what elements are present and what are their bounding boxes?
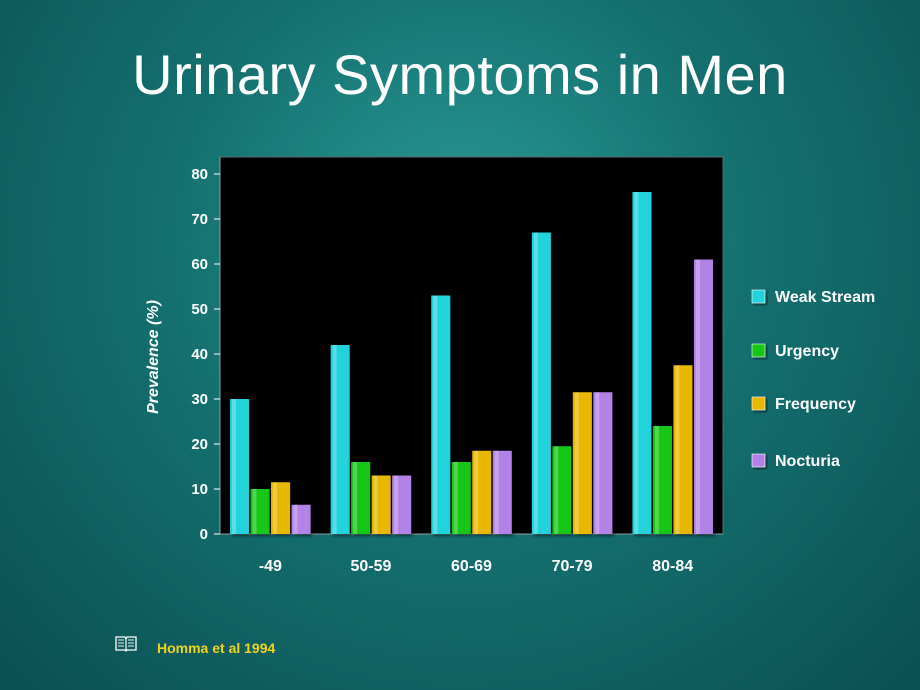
slide-title: Urinary Symptoms in Men — [132, 43, 788, 106]
y-tick-label: 20 — [191, 436, 208, 453]
bar-weak-stream--49 — [230, 399, 250, 534]
x-tick-label: 60-69 — [451, 558, 492, 575]
bar-series — [230, 192, 713, 534]
x-tick-label: 50-59 — [350, 558, 391, 575]
legend-swatch — [751, 396, 766, 411]
y-axis-ticks: 0 10 20 30 40 50 60 70 80 — [191, 166, 220, 543]
bar-nocturia-50-59 — [392, 475, 412, 534]
bar-highlight — [675, 365, 680, 534]
y-tick-label: 50 — [191, 301, 208, 318]
bar-weak-stream-50-59 — [330, 345, 350, 534]
bar-highlight — [574, 392, 579, 534]
source-citation: Homma et al 1994 — [157, 640, 276, 656]
y-tick-label: 80 — [191, 166, 208, 183]
y-tick-label: 10 — [191, 481, 208, 498]
bar-weak-stream-70-79 — [531, 232, 551, 534]
bar-frequency-60-69 — [472, 450, 492, 534]
bar-urgency-80-84 — [652, 426, 672, 534]
legend-swatch — [751, 343, 766, 358]
bar-nocturia-70-79 — [593, 392, 613, 534]
bar-highlight — [433, 295, 438, 534]
y-tick-label: 60 — [191, 256, 208, 273]
legend-swatch — [751, 289, 766, 304]
x-tick-label: 80-84 — [652, 558, 693, 575]
bar-highlight — [634, 192, 639, 534]
bar-weak-stream-60-69 — [431, 295, 451, 534]
x-tick-label: 70-79 — [552, 558, 593, 575]
bar-urgency-70-79 — [552, 446, 572, 534]
bar-highlight — [554, 446, 559, 534]
legend-label: Frequency — [775, 396, 856, 413]
bar-highlight — [595, 392, 600, 534]
x-tick-label: -49 — [259, 558, 282, 575]
bar-urgency-50-59 — [351, 462, 371, 534]
legend-label: Weak Stream — [775, 289, 875, 306]
y-tick-label: 40 — [191, 346, 208, 363]
bar-highlight — [654, 426, 659, 534]
y-axis-label: Prevalence (%) — [145, 300, 162, 414]
bar-nocturia-60-69 — [492, 450, 512, 534]
book-icon — [114, 634, 138, 652]
bar-highlight — [353, 462, 358, 534]
bar-urgency--49 — [250, 489, 270, 534]
bar-highlight — [252, 489, 257, 534]
bar-weak-stream-80-84 — [632, 192, 652, 534]
y-tick-label: 30 — [191, 391, 208, 408]
bar-highlight — [332, 345, 337, 534]
bar-nocturia-80-84 — [693, 259, 713, 534]
bar-frequency--49 — [271, 482, 291, 534]
bar-highlight — [533, 232, 538, 534]
legend-label: Urgency — [775, 343, 839, 360]
bar-highlight — [394, 475, 399, 534]
bar-highlight — [474, 450, 479, 534]
legend-label: Nocturia — [775, 453, 840, 470]
bar-highlight — [293, 504, 298, 534]
bar-nocturia--49 — [291, 504, 311, 534]
bar-frequency-80-84 — [673, 365, 693, 534]
y-tick-label: 0 — [200, 526, 208, 543]
bar-highlight — [453, 462, 458, 534]
y-tick-label: 70 — [191, 211, 208, 228]
legend: Weak Stream Urgency Frequency Nocturia — [751, 289, 875, 470]
x-axis-ticks: -49 50-59 60-69 70-79 80-84 — [259, 558, 694, 575]
legend-swatch — [751, 453, 766, 468]
bar-highlight — [373, 475, 378, 534]
bar-urgency-60-69 — [451, 462, 471, 534]
bar-frequency-50-59 — [371, 475, 391, 534]
bar-highlight — [695, 259, 700, 534]
bar-highlight — [232, 399, 237, 534]
bar-highlight — [273, 482, 278, 534]
bar-frequency-70-79 — [572, 392, 592, 534]
bar-highlight — [494, 450, 499, 534]
